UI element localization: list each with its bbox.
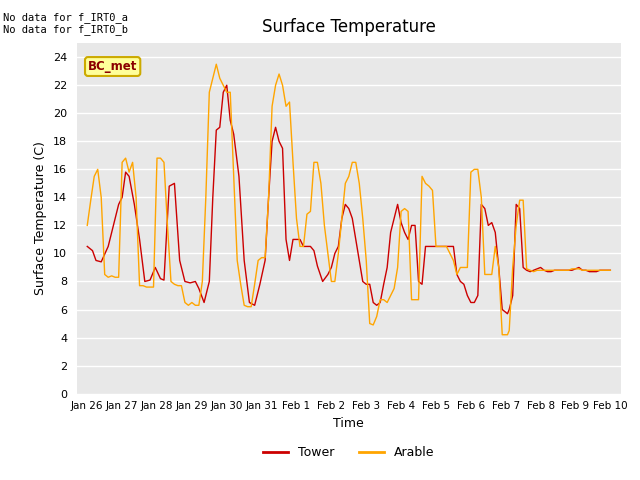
Arable [499,332,506,337]
Line: Arable: Arable [87,64,611,335]
Arable [220,83,227,88]
Arable [164,223,172,228]
Text: BC_met: BC_met [88,60,138,73]
X-axis label: Time: Time [333,417,364,430]
Arable [607,267,614,273]
Tower [607,267,614,273]
Arable [212,61,220,67]
Arable [268,103,276,109]
Arable [83,223,91,228]
Tower [83,243,91,249]
Tower [109,223,117,228]
Tower [338,216,346,221]
Title: Surface Temperature: Surface Temperature [262,18,436,36]
Arable [429,188,436,193]
Arable [439,243,447,249]
Arable [101,272,109,277]
Tower [205,278,213,284]
Line: Tower: Tower [87,85,611,314]
Tower [504,311,511,317]
Text: No data for f_IRT0_a
No data for f_IRT0_b: No data for f_IRT0_a No data for f_IRT0_… [3,12,128,36]
Tower [122,169,129,175]
Tower [376,300,384,305]
Tower [152,264,159,270]
Tower [223,83,230,88]
Y-axis label: Surface Temperature (C): Surface Temperature (C) [35,142,47,295]
Legend: Tower, Arable: Tower, Arable [258,442,440,465]
